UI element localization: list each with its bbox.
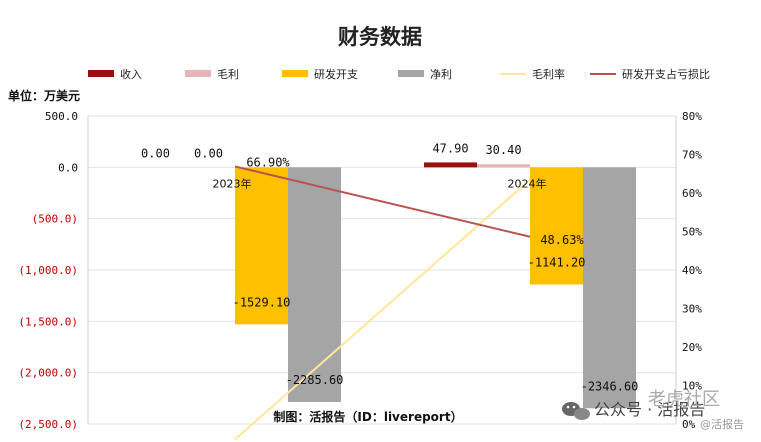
data-labels: 0.00 47.90 0.00 30.40 -1529.10 -1141.20 -2285.…: [141, 141, 638, 393]
legend-label: 毛利率: [532, 67, 565, 81]
line-marks: [234, 165, 531, 441]
legend-label: 收入: [120, 67, 142, 81]
left-tick-label: (2,500.0): [18, 418, 78, 431]
left-tick-label: (1,500.0): [18, 315, 78, 328]
right-tick-label: 60%: [682, 187, 702, 200]
legend-swatch: [185, 70, 211, 77]
data-label: -2346.60: [581, 379, 639, 393]
left-tick-label: (2,000.0): [18, 367, 78, 380]
line-毛利率: [234, 178, 531, 441]
legend-label: 研发开支: [314, 67, 358, 81]
left-tick-label: 0.0: [58, 161, 78, 174]
legend-label: 毛利: [217, 68, 239, 81]
right-tick-label: 30%: [682, 303, 702, 316]
left-tick-label: (1,000.0): [18, 264, 78, 277]
watermark-handle: @活报告: [700, 417, 744, 431]
bar-净利-2023年: [288, 167, 341, 402]
legend-swatch: [282, 70, 308, 77]
data-label: 0.00: [141, 146, 170, 160]
right-tick-label: 20%: [682, 341, 702, 354]
category-label: 2024年: [508, 176, 547, 190]
left-tick-label: 500.0: [45, 110, 78, 123]
bar-研发开支-2023年: [235, 167, 288, 325]
bar-毛利-2024年: [477, 164, 530, 168]
data-label: 47.90: [432, 141, 468, 155]
line-研发开支占亏损比: [234, 165, 531, 238]
right-tick-label: 0%: [682, 418, 696, 431]
right-tick-label: 10%: [682, 380, 702, 393]
line-data-label: 48.63%: [540, 233, 584, 247]
legend-swatch: [88, 70, 114, 77]
wechat-icon: [562, 402, 590, 420]
legend-label: 净利: [430, 67, 452, 81]
line-data-label: 66.90%: [246, 155, 290, 169]
gridlines: [87, 115, 677, 425]
data-label: -1141.20: [528, 255, 586, 269]
right-axis: 80% 70% 60% 50% 40% 30% 20% 10% 0%: [682, 110, 702, 431]
bar-marks: [235, 162, 636, 409]
legend-label: 研发开支占亏损比: [622, 67, 710, 81]
data-label: -1529.10: [233, 295, 291, 309]
data-label: 0.00: [194, 146, 223, 160]
footer-credit: 制图：活报告（ID：livereport）: [273, 409, 462, 424]
right-tick-label: 80%: [682, 110, 702, 123]
watermark-channel: 公众号 · 活报告: [594, 400, 705, 419]
bar-收入-2024年: [424, 162, 477, 168]
left-tick-label: (500.0): [32, 213, 78, 226]
watermark: 公众号 · 活报告 老虎社区 @活报告: [562, 389, 744, 431]
left-axis: 500.0 0.0 (500.0) (1,000.0) (1,500.0) (2,000.…: [18, 110, 78, 431]
category-labels: 2023年 2024年: [213, 176, 547, 190]
right-tick-label: 50%: [682, 226, 702, 239]
data-label: -2285.60: [286, 373, 344, 387]
watermark-community: 老虎社区: [648, 389, 720, 410]
bar-研发开支-2024年: [530, 167, 583, 285]
right-tick-label: 40%: [682, 264, 702, 277]
chart-title: 财务数据: [338, 25, 422, 49]
bar-净利-2024年: [583, 167, 636, 409]
unit-label: 单位：万美元: [8, 88, 80, 103]
right-tick-label: 70%: [682, 149, 702, 162]
legend-swatch: [398, 70, 424, 77]
category-label: 2023年: [213, 176, 252, 190]
data-label: 30.40: [485, 143, 521, 157]
legend: 收入 毛利 研发开支 净利 毛利率 研发开支占亏损比: [88, 67, 710, 81]
